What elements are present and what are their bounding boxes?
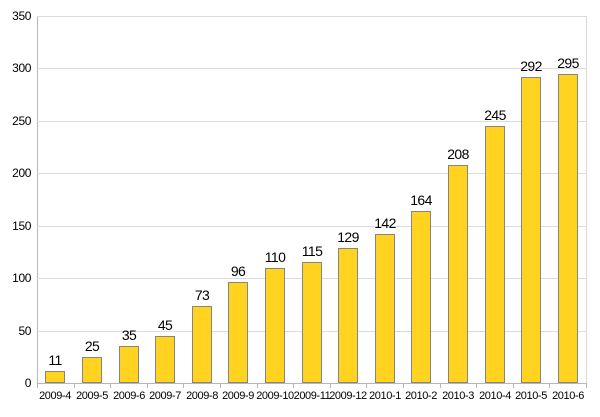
bar-value-label: 245 [484, 107, 506, 123]
y-axis-label: 350 [12, 9, 31, 23]
bar [119, 346, 139, 383]
plot-right-border [586, 16, 587, 383]
x-axis-label: 2009-7 [149, 390, 181, 402]
bar [485, 126, 505, 383]
bar [338, 248, 358, 383]
bar-value-label: 11 [48, 352, 62, 368]
y-axis-label: 100 [12, 271, 31, 285]
bar-value-label: 25 [84, 338, 100, 354]
bar-value-label: 164 [410, 192, 432, 208]
x-axis-label: 2009-9 [222, 390, 254, 402]
x-axis-label: 2009-4 [39, 390, 71, 402]
x-axis-tick [110, 384, 111, 388]
x-axis-tick [183, 384, 184, 388]
bar [448, 165, 468, 383]
y-axis-label: 50 [18, 324, 31, 338]
x-axis-tick [220, 384, 221, 388]
x-axis-tick [257, 384, 258, 388]
bar [192, 306, 212, 383]
x-axis-label: 2010-3 [442, 390, 474, 402]
x-axis-label: 2010-1 [369, 390, 401, 402]
bar-value-label: 35 [121, 327, 137, 343]
bar-value-label: 292 [520, 58, 542, 74]
bar [228, 282, 248, 383]
x-axis-line [37, 383, 587, 384]
bar-value-label: 73 [194, 287, 210, 303]
y-axis-label: 150 [12, 219, 31, 233]
bar-value-label: 110 [264, 249, 286, 265]
bar-value-label: 45 [157, 317, 173, 333]
bar [375, 234, 395, 383]
bar-value-label: 115 [301, 243, 323, 259]
bar-value-label: 142 [374, 215, 396, 231]
gridline [37, 173, 587, 174]
bar [302, 262, 322, 383]
y-axis-label: 0 [24, 376, 32, 390]
x-axis-label: 2009-12 [329, 390, 367, 402]
x-axis-label: 2009-6 [113, 390, 145, 402]
bar [155, 336, 175, 383]
x-axis-tick [330, 384, 331, 388]
y-axis-label: 250 [12, 114, 31, 128]
x-axis-label: 2009-8 [186, 390, 218, 402]
x-axis-label: 2009-11 [293, 390, 331, 402]
x-axis-tick [549, 384, 550, 388]
y-axis-label: 200 [12, 166, 31, 180]
x-axis-tick [37, 384, 38, 388]
x-axis-label: 2010-4 [479, 390, 511, 402]
bar-value-label: 96 [230, 263, 246, 279]
x-axis-tick [440, 384, 441, 388]
bar [521, 77, 541, 383]
y-axis-label: 300 [12, 61, 31, 75]
bar [558, 74, 578, 383]
x-axis-tick [74, 384, 75, 388]
x-axis-tick [476, 384, 477, 388]
bar [265, 268, 285, 383]
gridline [37, 226, 587, 227]
y-axis-line [37, 16, 38, 384]
bar-value-label: 129 [337, 229, 359, 245]
gridline [37, 16, 587, 17]
bar [45, 371, 65, 383]
bar-value-label: 208 [447, 146, 469, 162]
x-axis-tick [147, 384, 148, 388]
gridline [37, 68, 587, 69]
x-axis-label: 2010-5 [515, 390, 547, 402]
bar [82, 357, 102, 383]
x-axis-tick [293, 384, 294, 388]
x-axis-tick [403, 384, 404, 388]
x-axis-label: 2009-5 [76, 390, 108, 402]
x-axis-tick [586, 384, 587, 388]
gridline [37, 121, 587, 122]
x-axis-tick [513, 384, 514, 388]
x-axis-tick [366, 384, 367, 388]
bar-value-label: 295 [557, 55, 579, 71]
x-axis-label: 2009-10 [256, 390, 294, 402]
x-axis-label: 2010-6 [552, 390, 584, 402]
x-axis-label: 2010-2 [405, 390, 437, 402]
bar [411, 211, 431, 383]
